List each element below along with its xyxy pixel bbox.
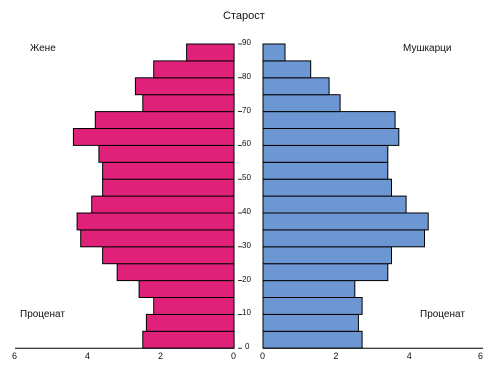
age-tick-label: 20 xyxy=(242,274,251,284)
legend-female: Жене xyxy=(30,43,56,54)
bar-male-age-55 xyxy=(262,144,389,163)
bar-male-age-35 xyxy=(262,212,429,231)
bar-male-age-0 xyxy=(262,330,363,349)
x-tick-label-right: 6 xyxy=(478,351,484,362)
bar-male-age-15 xyxy=(262,280,356,299)
x-tick-label-left: 6 xyxy=(12,351,18,362)
x-tick-label-right: 4 xyxy=(406,351,412,362)
x-tick-label-left: 0 xyxy=(231,351,237,362)
age-tick-label: 90 xyxy=(242,38,251,47)
age-tick-label: 0 xyxy=(245,342,250,352)
bar-male-age-50 xyxy=(262,161,389,180)
legend-male: Мушкарци xyxy=(403,43,452,54)
bar-female-age-65 xyxy=(94,111,235,129)
bar-female-age-35 xyxy=(76,212,235,231)
male-bars xyxy=(262,43,429,349)
bar-male-age-25 xyxy=(262,246,392,265)
age-tick-label: 40 xyxy=(242,207,251,216)
age-tick-label: 10 xyxy=(242,308,251,318)
bar-female-age-15 xyxy=(138,280,235,299)
age-tick-label: 60 xyxy=(242,139,251,149)
chart-title: Старост xyxy=(223,10,265,22)
bar-female-age-85 xyxy=(186,43,235,62)
bar-female-age-20 xyxy=(116,263,235,282)
bar-female-age-25 xyxy=(102,246,235,265)
female-bars xyxy=(72,43,235,349)
bar-female-age-60 xyxy=(72,128,235,146)
x-tick-label-right: 0 xyxy=(260,351,266,362)
bar-female-age-75 xyxy=(134,77,235,96)
bar-female-age-0 xyxy=(142,330,235,349)
bar-male-age-45 xyxy=(262,178,392,197)
bar-male-age-60 xyxy=(262,128,400,146)
axes xyxy=(15,43,483,349)
bar-male-age-70 xyxy=(262,94,341,113)
x-tick-label-right: 2 xyxy=(333,351,339,362)
bar-male-age-75 xyxy=(262,77,330,96)
x-tick-label-left: 4 xyxy=(85,351,91,362)
bar-female-age-45 xyxy=(102,178,235,197)
bar-male-age-80 xyxy=(262,60,312,79)
bar-female-age-80 xyxy=(153,60,235,79)
bar-female-age-10 xyxy=(153,297,235,315)
x-tick-label-left: 2 xyxy=(158,351,164,362)
bar-male-age-40 xyxy=(262,195,407,214)
x-axis-label-right: Проценат xyxy=(420,309,465,320)
bar-male-age-20 xyxy=(262,263,389,282)
bar-female-age-50 xyxy=(102,161,235,180)
age-tick-label: 80 xyxy=(242,71,251,81)
bar-male-age-10 xyxy=(262,297,363,315)
age-tick-label: 50 xyxy=(242,173,251,183)
bar-male-age-65 xyxy=(262,111,396,129)
bar-female-age-70 xyxy=(142,94,235,113)
bar-female-age-40 xyxy=(91,195,235,214)
bar-male-age-85 xyxy=(262,43,286,62)
x-axis-label-left: Проценат xyxy=(20,309,65,320)
bar-male-age-5 xyxy=(262,313,359,332)
bar-female-age-5 xyxy=(145,313,235,332)
age-tick-label: 70 xyxy=(242,105,251,115)
bar-female-age-55 xyxy=(98,144,235,163)
bar-female-age-30 xyxy=(80,229,235,248)
bar-male-age-30 xyxy=(262,229,425,248)
age-tick-label: 30 xyxy=(242,240,251,250)
